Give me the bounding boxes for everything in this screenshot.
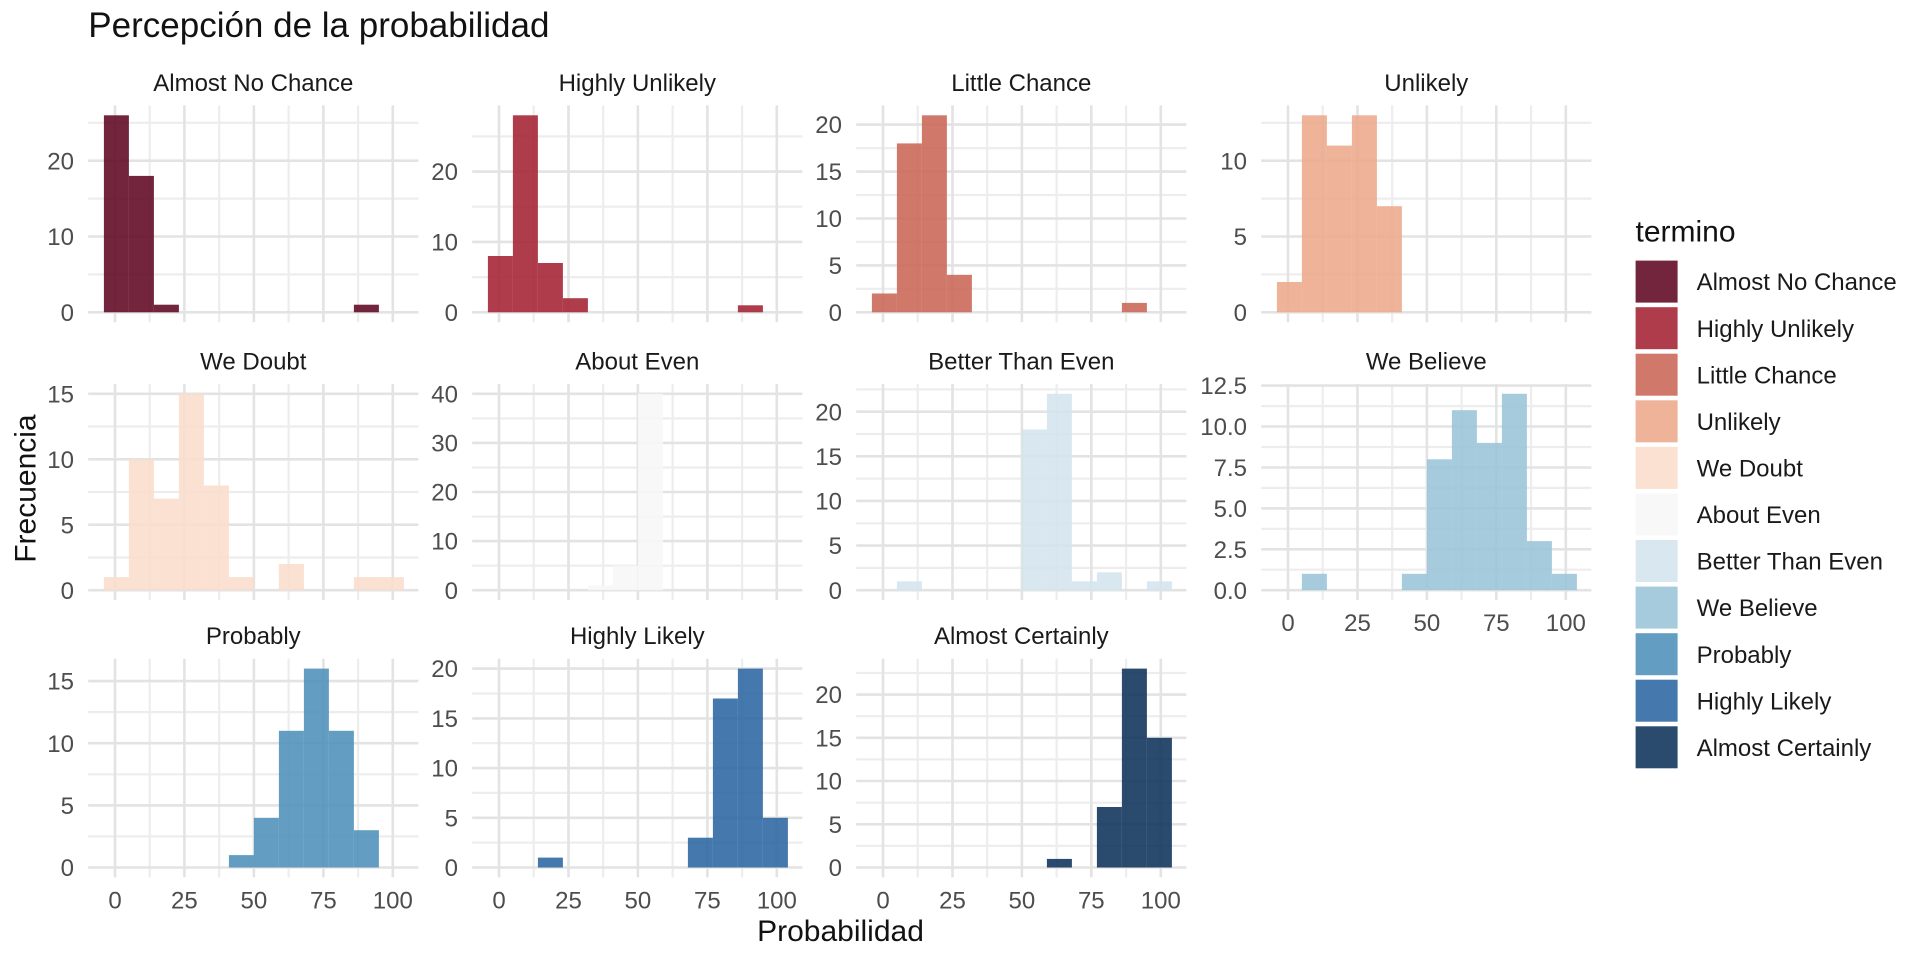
svg-text:25: 25 xyxy=(171,887,198,914)
svg-text:10: 10 xyxy=(1220,148,1247,175)
svg-text:Little Chance: Little Chance xyxy=(1697,362,1837,389)
svg-text:15: 15 xyxy=(431,706,458,733)
svg-text:0: 0 xyxy=(492,887,505,914)
svg-text:We Doubt: We Doubt xyxy=(1697,456,1804,483)
svg-text:We Believe: We Believe xyxy=(1366,349,1487,376)
svg-text:5: 5 xyxy=(829,533,842,560)
svg-text:0: 0 xyxy=(108,887,121,914)
svg-text:15: 15 xyxy=(815,725,842,752)
svg-text:15: 15 xyxy=(815,444,842,471)
svg-text:25: 25 xyxy=(939,887,966,914)
svg-text:5.0: 5.0 xyxy=(1214,496,1247,523)
svg-text:30: 30 xyxy=(431,431,458,458)
svg-text:5: 5 xyxy=(829,812,842,839)
svg-text:0: 0 xyxy=(445,300,458,327)
svg-text:Almost No Chance: Almost No Chance xyxy=(153,70,353,97)
svg-text:50: 50 xyxy=(241,887,268,914)
svg-text:0: 0 xyxy=(1281,610,1294,637)
svg-text:5: 5 xyxy=(61,793,74,820)
svg-text:0: 0 xyxy=(829,578,842,605)
svg-text:0: 0 xyxy=(445,855,458,882)
svg-text:Better Than Even: Better Than Even xyxy=(1697,549,1883,576)
svg-text:25: 25 xyxy=(1344,610,1371,637)
svg-text:5: 5 xyxy=(1234,224,1247,251)
svg-text:10: 10 xyxy=(47,731,74,758)
svg-text:100: 100 xyxy=(373,887,413,914)
svg-text:75: 75 xyxy=(694,887,721,914)
svg-text:0.0: 0.0 xyxy=(1214,578,1247,605)
svg-text:Probably: Probably xyxy=(1697,642,1792,669)
svg-text:10: 10 xyxy=(815,769,842,796)
svg-text:75: 75 xyxy=(1078,887,1105,914)
svg-text:Percepción de la probabilidad: Percepción de la probabilidad xyxy=(88,6,549,45)
svg-text:20: 20 xyxy=(431,159,458,186)
svg-text:0: 0 xyxy=(445,578,458,605)
svg-text:15: 15 xyxy=(47,669,74,696)
svg-text:Frecuencia: Frecuencia xyxy=(10,414,43,563)
svg-text:0: 0 xyxy=(61,855,74,882)
svg-text:We Doubt: We Doubt xyxy=(200,349,307,376)
svg-text:20: 20 xyxy=(47,148,74,175)
svg-text:10: 10 xyxy=(815,489,842,516)
svg-text:0: 0 xyxy=(61,300,74,327)
svg-text:12.5: 12.5 xyxy=(1200,373,1247,400)
svg-text:Better Than Even: Better Than Even xyxy=(928,349,1114,376)
svg-text:About Even: About Even xyxy=(575,349,699,376)
svg-text:Highly Likely: Highly Likely xyxy=(570,623,705,650)
svg-text:20: 20 xyxy=(815,682,842,709)
svg-text:0: 0 xyxy=(829,855,842,882)
svg-text:2.5: 2.5 xyxy=(1214,537,1247,564)
svg-text:50: 50 xyxy=(1414,610,1441,637)
svg-text:25: 25 xyxy=(555,887,582,914)
svg-text:0: 0 xyxy=(829,300,842,327)
svg-text:20: 20 xyxy=(815,399,842,426)
svg-text:10.0: 10.0 xyxy=(1200,414,1247,441)
svg-text:Highly Unlikely: Highly Unlikely xyxy=(1697,316,1854,343)
svg-text:Unlikely: Unlikely xyxy=(1384,70,1468,97)
svg-text:We Believe: We Believe xyxy=(1697,595,1818,622)
svg-text:50: 50 xyxy=(1009,887,1036,914)
svg-text:Highly Likely: Highly Likely xyxy=(1697,688,1832,715)
svg-text:5: 5 xyxy=(61,512,74,539)
svg-text:0: 0 xyxy=(876,887,889,914)
svg-text:100: 100 xyxy=(1546,610,1586,637)
svg-text:termino: termino xyxy=(1636,216,1736,249)
svg-text:40: 40 xyxy=(431,381,458,408)
svg-text:5: 5 xyxy=(445,805,458,832)
svg-text:Little Chance: Little Chance xyxy=(951,70,1091,97)
svg-text:75: 75 xyxy=(310,887,337,914)
svg-text:Unlikely: Unlikely xyxy=(1697,409,1781,436)
svg-text:10: 10 xyxy=(431,230,458,257)
svg-text:Almost Certainly: Almost Certainly xyxy=(934,623,1109,650)
svg-text:10: 10 xyxy=(431,756,458,783)
svg-text:About Even: About Even xyxy=(1697,502,1821,529)
svg-text:5: 5 xyxy=(829,253,842,280)
svg-text:20: 20 xyxy=(815,112,842,139)
svg-text:7.5: 7.5 xyxy=(1214,455,1247,482)
svg-text:100: 100 xyxy=(1141,887,1181,914)
svg-text:Highly Unlikely: Highly Unlikely xyxy=(559,70,716,97)
svg-text:20: 20 xyxy=(431,656,458,683)
svg-text:Almost Certainly: Almost Certainly xyxy=(1697,735,1872,762)
svg-text:20: 20 xyxy=(431,480,458,507)
svg-text:100: 100 xyxy=(757,887,797,914)
svg-text:10: 10 xyxy=(47,447,74,474)
svg-text:10: 10 xyxy=(47,224,74,251)
svg-text:10: 10 xyxy=(815,206,842,233)
svg-text:Almost No Chance: Almost No Chance xyxy=(1697,269,1897,296)
svg-text:15: 15 xyxy=(47,381,74,408)
svg-text:75: 75 xyxy=(1483,610,1510,637)
svg-text:0: 0 xyxy=(1234,300,1247,327)
svg-text:Probabilidad: Probabilidad xyxy=(757,915,924,948)
svg-text:Probably: Probably xyxy=(206,623,301,650)
svg-text:50: 50 xyxy=(625,887,652,914)
svg-text:0: 0 xyxy=(61,578,74,605)
svg-text:10: 10 xyxy=(431,529,458,556)
svg-text:15: 15 xyxy=(815,159,842,186)
